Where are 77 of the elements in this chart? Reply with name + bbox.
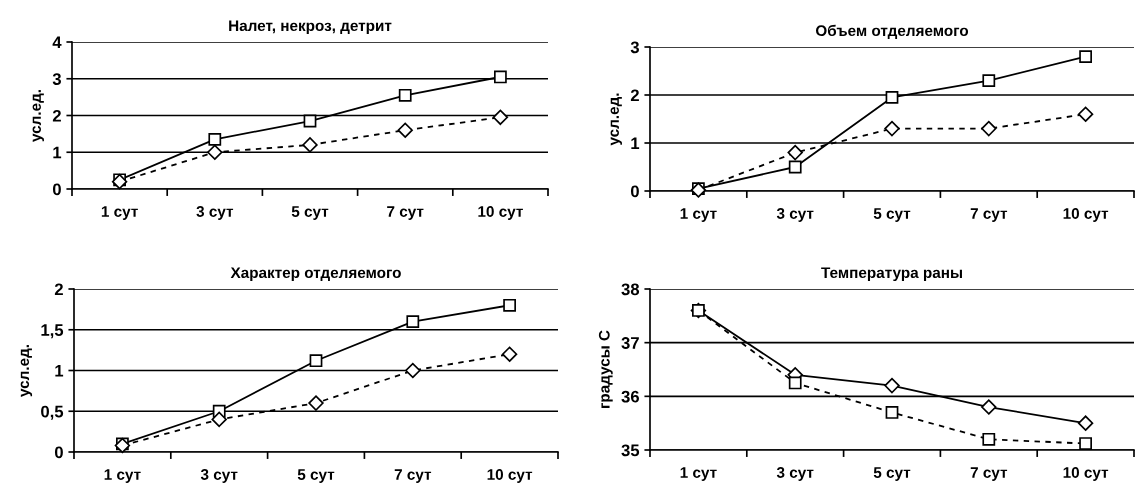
y-tick-label: 1 [631, 137, 640, 150]
point [788, 160, 802, 174]
point [207, 144, 223, 160]
y-axis-title: градусы С [598, 330, 613, 408]
chart-title: Температура раны [821, 267, 962, 282]
y-tick-label: 3 [630, 41, 639, 54]
x-tick-label: 5 сут [297, 469, 335, 483]
point [501, 346, 518, 362]
point [406, 315, 420, 328]
x-tick-label: 10 сут [487, 469, 533, 483]
point [787, 144, 803, 161]
point [398, 88, 412, 102]
point [981, 399, 997, 415]
x-tick-label: 1 сут [680, 208, 717, 222]
point [981, 120, 997, 137]
point [303, 114, 317, 128]
point [208, 132, 222, 146]
point [211, 411, 227, 428]
x-tick-label: 1 сут [101, 206, 138, 220]
x-tick-label: 3 сут [200, 469, 238, 483]
point [309, 354, 323, 368]
point [884, 377, 900, 394]
y-tick-label: 2 [52, 109, 61, 122]
point [405, 362, 421, 379]
point [397, 122, 413, 138]
point [788, 376, 802, 390]
point [302, 137, 318, 153]
point [884, 120, 900, 137]
point [692, 304, 705, 317]
x-tick-label: 10 сут [1063, 467, 1109, 481]
y-tick-label: 0,5 [41, 405, 64, 420]
y-tick-label: 2 [630, 89, 639, 102]
x-tick-label: 7 сут [970, 208, 1008, 222]
y-tick-label: 1 [55, 365, 64, 377]
point [885, 91, 899, 104]
y-tick-label: 35 [621, 444, 640, 457]
y-tick-label: 0 [54, 446, 63, 459]
x-tick-label: 10 сут [1063, 208, 1109, 222]
point [1079, 437, 1092, 450]
point [982, 432, 996, 446]
y-tick-label: 36 [621, 390, 639, 403]
x-tick-label: 3 сут [776, 208, 814, 222]
point [494, 70, 507, 84]
y-axis-title: усл.ед. [32, 90, 44, 142]
y-tick-label: 37 [621, 337, 639, 349]
y-tick-label: 3 [52, 73, 61, 85]
y-tick-label: 1,5 [41, 324, 64, 339]
point [308, 395, 324, 411]
y-tick-label: 1 [53, 146, 62, 159]
x-tick-label: 5 сут [873, 467, 911, 481]
x-tick-label: 3 сут [776, 467, 814, 481]
y-axis-title: усл.ед. [610, 93, 622, 146]
point [503, 298, 516, 312]
y-tick-label: 0 [52, 183, 61, 196]
point [1077, 106, 1094, 122]
x-tick-label: 7 сут [387, 206, 424, 220]
x-tick-label: 1 сут [104, 469, 141, 483]
chart-title: Объем отделяемого [815, 24, 969, 39]
x-tick-label: 10 сут [478, 206, 523, 220]
y-axis-title: усл.ед. [20, 345, 33, 397]
x-tick-label: 3 сут [196, 206, 234, 220]
y-tick-label: 38 [621, 283, 640, 296]
point [1079, 50, 1092, 63]
x-tick-label: 7 сут [970, 467, 1008, 481]
x-tick-label: 5 сут [291, 206, 329, 220]
chart-title: Характер отделяемого [230, 267, 401, 282]
x-tick-label: 1 сут [680, 467, 717, 481]
y-tick-label: 2 [54, 283, 63, 296]
point [1077, 415, 1094, 431]
x-tick-label: 7 сут [394, 469, 432, 483]
point [492, 109, 509, 126]
chart-title: Налет, некроз, детрит [229, 20, 392, 35]
point [982, 74, 996, 87]
y-tick-label: 4 [52, 36, 62, 49]
x-tick-label: 5 сут [873, 208, 911, 222]
point [885, 406, 899, 419]
y-tick-label: 0 [630, 185, 639, 198]
